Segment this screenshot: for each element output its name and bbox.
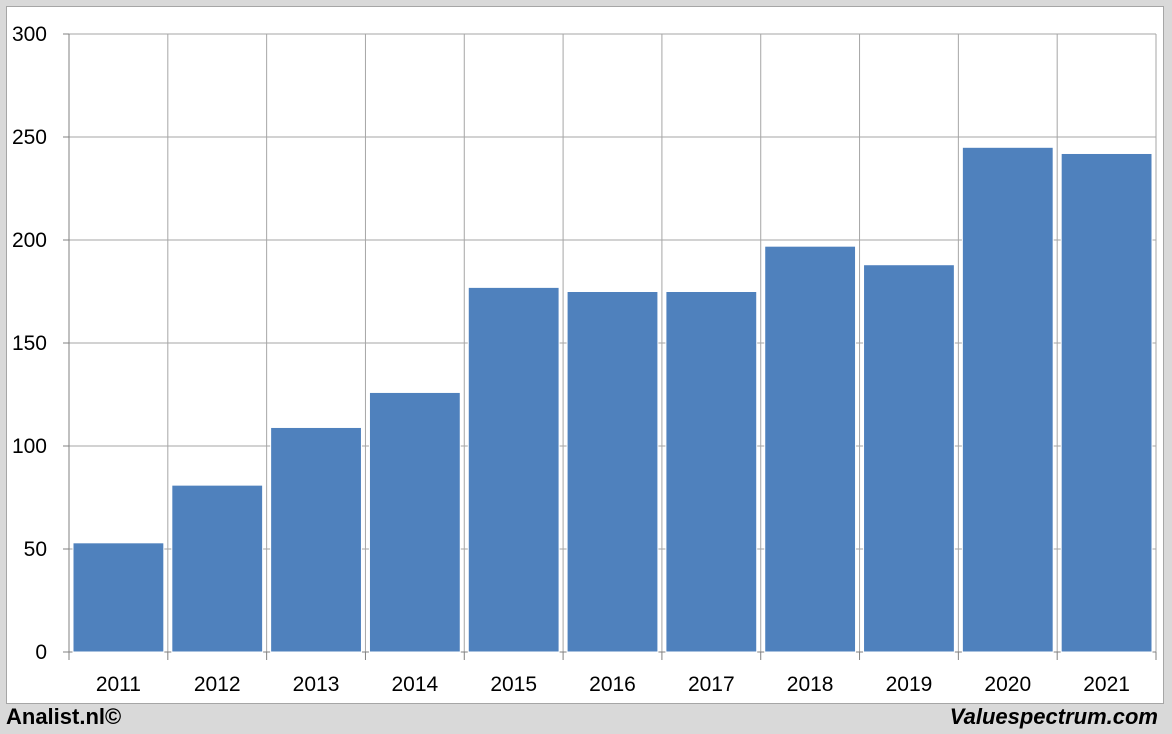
x-tick-label: 2013 [293,673,340,696]
x-tick-label: 2017 [688,673,735,696]
bar [467,286,560,653]
x-tick-label: 2012 [194,673,241,696]
y-tick-label: 200 [12,229,47,252]
x-tick-label: 2014 [392,673,439,696]
x-tick-label: 2019 [886,673,933,696]
bar [368,391,461,653]
x-tick-label: 2011 [96,673,141,696]
analist-credit: Analist.nl© [6,704,122,729]
bar [665,291,758,653]
y-tick-label: 100 [12,435,47,458]
valuespectrum-credit: Valuespectrum.com [949,704,1158,729]
y-tick-label: 250 [12,126,47,149]
y-tick-label: 0 [35,641,47,664]
y-tick-label: 50 [24,538,47,561]
x-tick-label: 2021 [1083,673,1130,696]
bar [863,264,955,653]
bar [72,542,165,653]
y-tick-label: 150 [12,332,47,355]
bar [961,146,1054,653]
bar [764,245,857,653]
x-tick-label: 2018 [787,673,834,696]
y-tick-label: 300 [12,23,47,46]
bar [566,291,659,653]
bar [171,484,264,653]
x-tick-label: 2020 [984,673,1031,696]
bar [1060,152,1153,653]
x-tick-label: 2016 [589,673,636,696]
bar [270,426,362,653]
x-tick-label: 2015 [490,673,537,696]
